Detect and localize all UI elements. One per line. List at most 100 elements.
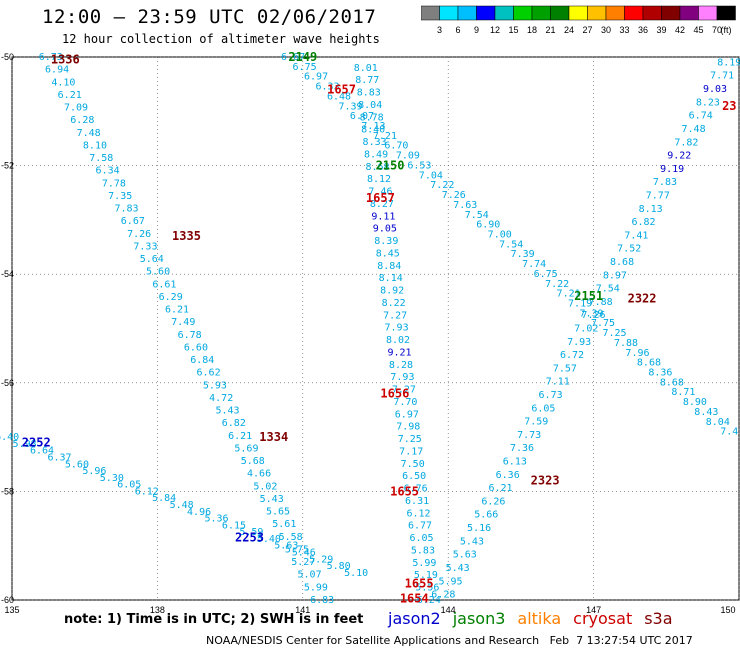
wave-height-label: 5.46 — [292, 547, 316, 558]
pass-time-label: 23 — [722, 99, 736, 113]
lon-tick-label: 141 — [295, 605, 310, 615]
wave-height-label: 7.02 — [574, 324, 598, 335]
wave-height-label: 7.70 — [393, 397, 417, 408]
wave-height-label: 6.76 — [404, 484, 428, 495]
wave-height-label: 8.13 — [639, 204, 663, 215]
lat-tick-label: -60 — [1, 595, 14, 605]
wave-height-label: 6.50 — [402, 471, 426, 482]
lat-tick-label: -56 — [1, 378, 14, 388]
credit-line: NOAA/NESDIS Center for Satellite Applica… — [206, 634, 693, 647]
plot-frame — [11, 56, 740, 601]
legend-jason3: jason3 — [452, 609, 506, 628]
wave-height-label: 6.36 — [496, 470, 520, 481]
wave-height-label: 7.71 — [710, 71, 734, 82]
wave-height-label: 5.69 — [234, 443, 258, 454]
wave-height-label: 8.68 — [637, 358, 661, 369]
scale-label: 21 — [545, 25, 555, 35]
wave-height-label: 8.04 — [358, 100, 382, 111]
pass-time-label: 2253 — [235, 531, 264, 545]
wave-height-label: 6.60 — [184, 342, 208, 353]
scale-swatch — [457, 5, 477, 21]
wave-height-label: 6.53 — [407, 160, 431, 171]
wave-height-label: 7.22 — [545, 279, 569, 290]
wave-height-label: 7.26 — [581, 310, 605, 321]
wave-height-label: 6.21 — [488, 483, 512, 494]
pass-time-label: 2322 — [628, 292, 657, 306]
wave-height-label: 9.11 — [371, 211, 395, 222]
wave-height-label: 5.40 — [257, 534, 281, 545]
wave-height-label: 6.62 — [197, 368, 221, 379]
wave-height-label: 7.26 — [127, 229, 151, 240]
wave-height-label: 8.27 — [370, 199, 394, 210]
wave-height-label: 5.95 — [438, 576, 462, 587]
wave-height-label: 7.75 — [591, 318, 615, 329]
wave-height-label: 7.57 — [553, 363, 577, 374]
wave-height-label: 6.83 — [310, 595, 334, 606]
wave-height-label: 6.84 — [190, 355, 214, 366]
pass-time-label: 2150 — [376, 159, 405, 173]
wave-height-label: 7.54 — [499, 239, 523, 250]
wave-height-label: 7.00 — [488, 229, 512, 240]
scale-label: 6 — [455, 25, 460, 35]
scale-swatch — [568, 5, 588, 21]
wave-height-label: 6.97 — [304, 72, 328, 83]
wave-height-label: 6.61 — [152, 279, 176, 290]
track-jason2-2252: 6.405.986.646.375.605.965.306.056.125.84… — [0, 432, 368, 579]
wave-height-label: 6.05 — [409, 533, 433, 544]
scale-swatch — [624, 5, 644, 21]
wave-height-label: 7.48 — [77, 128, 101, 139]
scale-swatch — [716, 5, 736, 21]
wave-height-label: 9.19 — [660, 164, 684, 175]
wave-height-label: 6.82 — [631, 217, 655, 228]
wave-height-label: 7.41 — [624, 230, 648, 241]
wave-height-label: 6.15 — [222, 520, 246, 531]
wave-height-label: 5.64 — [140, 254, 164, 265]
wave-height-label: 6.75 — [534, 269, 558, 280]
pass-time-label: 1334 — [259, 430, 288, 444]
wave-height-label: 7.27 — [392, 385, 416, 396]
wave-height-label: 4.96 — [187, 507, 211, 518]
wave-height-label: 8.39 — [374, 236, 398, 247]
pass-time-label: 1657 — [366, 191, 395, 205]
wave-height-label: 8.92 — [380, 286, 404, 297]
wave-height-label: 8.43 — [694, 407, 718, 418]
wave-height-label: 9.21 — [387, 347, 411, 358]
wave-height-label: 5.98 — [13, 439, 37, 450]
wave-height-label: 7.93 — [567, 337, 591, 348]
wave-height-label: 6.07 — [350, 111, 374, 122]
wave-height-label: 7.96 — [625, 348, 649, 359]
wave-height-label: 8.97 — [603, 270, 627, 281]
track-jason3-2149: 6.676.756.976.336.487.396.077.137.216.70… — [281, 52, 738, 438]
scale-label: 39 — [656, 25, 666, 35]
wave-height-label: 7.50 — [401, 459, 425, 470]
wave-height-label: 8.90 — [683, 397, 707, 408]
legend-jason2: jason2 — [388, 609, 441, 628]
wave-height-label: 5.43 — [446, 563, 470, 574]
wave-height-label: 6.82 — [222, 418, 246, 429]
wave-height-label: 6.05 — [117, 480, 141, 491]
page-subtitle: 12 hour collection of altimeter wave hei… — [62, 32, 380, 46]
wave-height-label: 8.84 — [377, 261, 401, 272]
pass-time-labels: 1336 1335 1334 2149 2150 2151 1657 1657 1656 1655… — [22, 50, 737, 605]
scale-swatch — [421, 5, 440, 21]
wave-height-label: 7.39 — [580, 308, 604, 319]
wave-height-label: 8.28 — [389, 360, 413, 371]
wave-height-label: 5.84 — [152, 493, 176, 504]
wave-height-label: 8.83 — [357, 88, 381, 99]
scale-swatch — [513, 5, 533, 21]
wave-height-label: 6.73 — [39, 52, 63, 63]
pass-time-label: 1657 — [327, 83, 356, 97]
scale-swatch — [698, 5, 718, 21]
lat-tick-label: -52 — [1, 161, 14, 171]
wave-height-label: 8.68 — [365, 162, 389, 173]
wave-height-label: 6.72 — [560, 350, 584, 361]
wave-height-label: 6.12 — [135, 486, 159, 497]
wave-height-label: 7.77 — [646, 190, 670, 201]
wave-height-label: 7.11 — [546, 377, 570, 388]
wave-height-label: 6.12 — [407, 508, 431, 519]
pass-time-label: 1656 — [380, 387, 409, 401]
scale-label: 9 — [474, 25, 479, 35]
wave-height-label: 7.73 — [517, 430, 541, 441]
